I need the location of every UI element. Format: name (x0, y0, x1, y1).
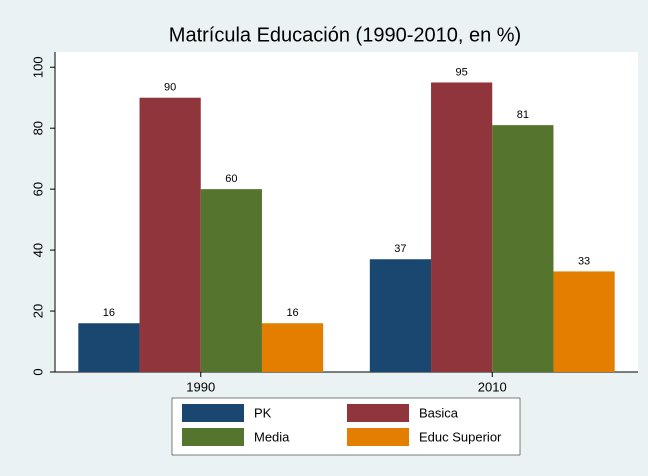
y-tick-label: 20 (30, 304, 45, 318)
value-label: 16 (286, 307, 298, 319)
y-tick-label: 100 (30, 56, 45, 78)
bar (261, 323, 324, 372)
x-tick-label: 2010 (478, 379, 507, 394)
legend-swatch (182, 428, 244, 446)
value-label: 60 (225, 173, 237, 185)
bar (200, 189, 262, 372)
y-tick-label: 80 (30, 121, 45, 135)
value-label: 37 (394, 243, 406, 255)
legend-swatch (347, 404, 409, 422)
bar (553, 271, 615, 372)
y-tick-label: 60 (30, 182, 45, 196)
value-label: 95 (456, 66, 468, 78)
legend-swatch (347, 428, 409, 446)
bar (139, 97, 201, 372)
value-label: 90 (164, 82, 176, 94)
x-tick-label: 1990 (186, 379, 215, 394)
value-label: 16 (103, 307, 115, 319)
legend-label: Media (254, 429, 290, 444)
value-label: 81 (517, 109, 529, 121)
y-tick-label: 0 (30, 368, 45, 375)
bar (431, 82, 493, 372)
y-tick-label: 40 (30, 243, 45, 257)
bar (369, 259, 432, 372)
bar (492, 125, 554, 373)
chart-title: Matrícula Educación (1990-2010, en %) (169, 24, 521, 46)
legend-swatch (182, 404, 244, 422)
legend-label: PK (254, 405, 272, 420)
bar (78, 323, 140, 372)
value-label: 33 (578, 255, 590, 267)
legend-label: Basica (419, 405, 459, 420)
legend-label: Educ Superior (419, 429, 502, 444)
